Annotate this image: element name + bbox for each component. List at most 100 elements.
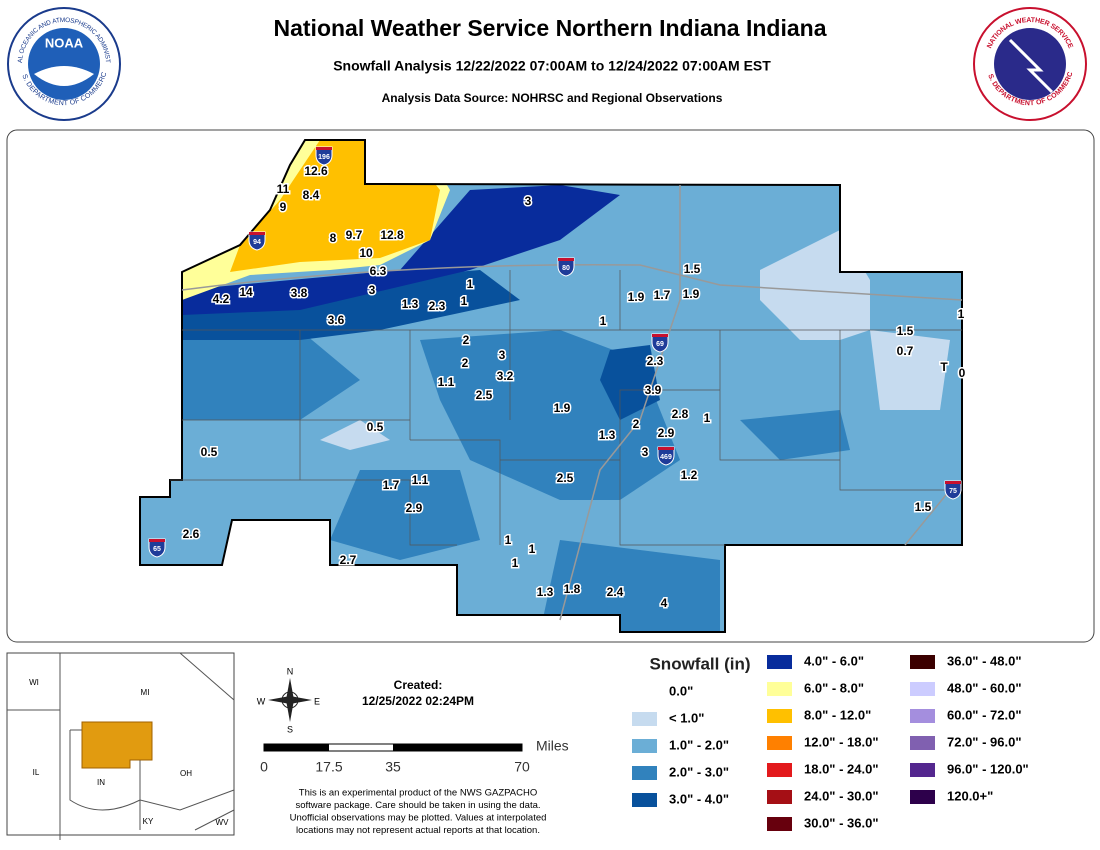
inset-map <box>6 652 235 840</box>
observation: 1 <box>512 556 519 570</box>
compass-s: S <box>287 724 293 734</box>
observation: 2.6 <box>183 527 200 541</box>
observation: 3.2 <box>497 369 514 383</box>
shield-label: 94 <box>253 239 261 246</box>
observation: 1 <box>505 533 512 547</box>
legend-label: 36.0" - 48.0" <box>947 653 1021 668</box>
observation: 1.8 <box>564 582 581 596</box>
observation: 1 <box>529 542 536 556</box>
observation: 1.5 <box>897 324 914 338</box>
legend-swatch <box>632 793 657 807</box>
shield-label: 65 <box>153 546 161 553</box>
legend-label: 4.0" - 6.0" <box>804 653 864 668</box>
shield <box>148 538 166 558</box>
source: Analysis Data Source: NOHRSC and Regiona… <box>382 91 723 105</box>
observation: 12.6 <box>304 164 328 178</box>
legend-swatch <box>910 763 935 777</box>
disclaimer: This is an experimental product of the N… <box>290 788 547 837</box>
created-label: Created: <box>394 678 443 692</box>
observation: 6.3 <box>370 264 387 278</box>
observation: 2.4 <box>607 585 624 599</box>
legend-swatch <box>632 766 657 780</box>
disclaimer-line: This is an experimental product of the N… <box>299 788 537 799</box>
observation: 10 <box>359 246 373 260</box>
observation: 2.5 <box>557 471 574 485</box>
legend-label: 18.0" - 24.0" <box>804 761 878 776</box>
observation: 1.9 <box>628 290 645 304</box>
observation: 2.3 <box>647 354 664 368</box>
legend-swatch <box>767 682 792 696</box>
state-label: KY <box>143 817 154 826</box>
observation: 4 <box>661 596 668 610</box>
observation: 1.1 <box>438 375 455 389</box>
shield <box>651 333 669 353</box>
legend-label: 48.0" - 60.0" <box>947 680 1021 695</box>
shield-top <box>945 481 961 484</box>
disclaimer-line: software package. Care should be taken i… <box>295 800 540 811</box>
logo-text: NOAA <box>45 35 84 50</box>
observation: 0 <box>959 366 966 380</box>
scale-labels: 0 17.5 35 70 <box>260 759 530 775</box>
legend-label: 96.0" - 120.0" <box>947 761 1029 776</box>
observation: 0.5 <box>201 445 218 459</box>
observation: 14 <box>239 285 253 299</box>
observation: 1.2 <box>681 468 698 482</box>
legend-label: 0.0" <box>669 683 693 698</box>
observation: 4.2 <box>213 292 230 306</box>
observation: 1 <box>461 294 468 308</box>
observation: 2.5 <box>476 388 493 402</box>
shield-top <box>558 258 574 261</box>
observation: 1.3 <box>599 428 616 442</box>
observation: 3.6 <box>328 313 345 327</box>
legend-swatch <box>910 790 935 804</box>
scale-label: 35 <box>385 759 401 775</box>
observation: 3 <box>369 283 376 297</box>
legend-label: 60.0" - 72.0" <box>947 707 1021 722</box>
legend-swatch <box>910 682 935 696</box>
state-label: IL <box>33 768 40 777</box>
legend-label: 120.0+" <box>947 788 993 803</box>
scale-label: 17.5 <box>315 759 342 775</box>
shield <box>248 231 266 251</box>
noaa-logo: NOAA NATIONAL OCEANIC AND ATMOSPHERIC AD… <box>0 0 121 121</box>
observation: 2.7 <box>340 553 357 567</box>
legend-title: Snowfall (in) <box>649 654 750 673</box>
observation: 1.5 <box>915 500 932 514</box>
observation: 1 <box>958 307 965 321</box>
created-date: 12/25/2022 02:24PM <box>362 694 474 708</box>
legend-label: 3.0" - 4.0" <box>669 791 729 806</box>
observation: 3 <box>525 194 532 208</box>
legend-label: 30.0" - 36.0" <box>804 815 878 830</box>
observation: 3.9 <box>645 383 662 397</box>
observation: 8.4 <box>303 188 320 202</box>
observation: 2.8 <box>672 407 689 421</box>
shield <box>944 480 962 500</box>
state-label: WV <box>216 818 230 827</box>
legend-swatch <box>767 790 792 804</box>
state-label: IN <box>97 778 105 787</box>
legend-label: 72.0" - 96.0" <box>947 734 1021 749</box>
legend-swatch <box>767 736 792 750</box>
observation: 1.5 <box>684 262 701 276</box>
scale-label: 70 <box>514 759 530 775</box>
shield-top <box>652 334 668 337</box>
subtitle: Snowfall Analysis 12/22/2022 07:00AM to … <box>333 58 771 74</box>
compass-n: N <box>287 666 294 676</box>
state-label: WI <box>29 678 39 687</box>
shield-label: 469 <box>660 454 672 461</box>
observation: 8 <box>330 231 337 245</box>
observation: 1 <box>600 314 607 328</box>
compass-e: E <box>314 696 320 706</box>
interstate-shields: 196 94 80 69 469 65 75 <box>148 146 962 558</box>
shield <box>557 257 575 277</box>
scale-label: 0 <box>260 759 268 775</box>
legend-swatch <box>767 655 792 669</box>
shield-label: 69 <box>656 341 664 348</box>
observation: 1.9 <box>683 287 700 301</box>
shield <box>315 146 333 166</box>
observation: 3.8 <box>291 286 308 300</box>
legend-label: 6.0" - 8.0" <box>804 680 864 695</box>
state-label: MI <box>141 688 150 697</box>
